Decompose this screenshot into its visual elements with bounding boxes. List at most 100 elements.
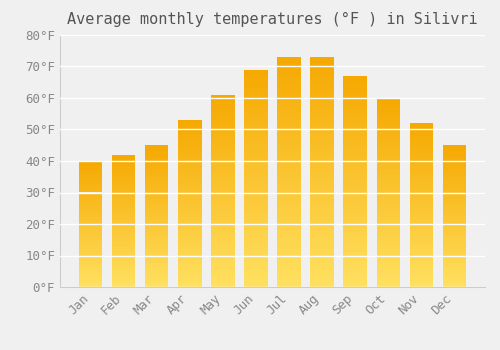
Bar	[178, 133, 202, 135]
Bar	[376, 221, 400, 223]
Bar	[112, 239, 136, 241]
Bar	[310, 92, 334, 94]
Bar	[410, 161, 432, 162]
Bar	[278, 243, 300, 246]
Bar	[376, 141, 400, 144]
Bar	[112, 284, 136, 286]
Bar	[344, 196, 366, 198]
Bar	[376, 264, 400, 266]
Bar	[112, 254, 136, 255]
Bar	[212, 168, 234, 170]
Bar	[178, 174, 202, 175]
Bar	[244, 124, 268, 126]
Bar	[146, 198, 169, 199]
Bar	[344, 167, 366, 169]
Bar	[146, 202, 169, 203]
Bar	[310, 179, 334, 181]
Bar	[178, 265, 202, 267]
Bar	[442, 168, 466, 169]
Bar	[212, 122, 234, 124]
Bar	[442, 225, 466, 226]
Bar	[178, 187, 202, 189]
Bar	[146, 266, 169, 267]
Bar	[80, 177, 102, 178]
Bar	[112, 184, 136, 185]
Bar	[146, 259, 169, 260]
Bar	[112, 247, 136, 248]
Bar	[410, 285, 432, 287]
Bar	[410, 271, 432, 272]
Bar	[212, 106, 234, 108]
Bar	[178, 264, 202, 265]
Bar	[178, 255, 202, 257]
Bar	[112, 214, 136, 216]
Bar	[410, 128, 432, 130]
Bar	[278, 124, 300, 126]
Bar	[410, 154, 432, 156]
Bar	[244, 200, 268, 202]
Bar	[410, 192, 432, 194]
Bar	[344, 89, 366, 91]
Bar	[80, 182, 102, 184]
Bar	[212, 275, 234, 278]
Bar	[178, 195, 202, 197]
Bar	[112, 255, 136, 257]
Bar	[310, 257, 334, 259]
Bar	[376, 266, 400, 268]
Bar	[310, 199, 334, 202]
Bar	[244, 76, 268, 78]
Bar	[376, 278, 400, 279]
Bar	[310, 128, 334, 131]
Bar	[410, 230, 432, 231]
Bar	[278, 170, 300, 172]
Bar	[80, 233, 102, 234]
Bar	[80, 211, 102, 213]
Bar	[442, 145, 466, 147]
Bar	[244, 252, 268, 254]
Bar	[112, 228, 136, 229]
Bar	[244, 152, 268, 154]
Bar	[278, 119, 300, 121]
Bar	[344, 211, 366, 213]
Bar	[80, 189, 102, 190]
Bar	[310, 78, 334, 80]
Bar	[344, 125, 366, 127]
Bar	[212, 233, 234, 235]
Bar	[278, 128, 300, 131]
Bar	[278, 98, 300, 101]
Bar	[146, 284, 169, 286]
Bar	[310, 126, 334, 128]
Bar	[376, 138, 400, 140]
Bar	[178, 260, 202, 262]
Bar	[112, 222, 136, 224]
Bar	[442, 264, 466, 266]
Bar	[178, 165, 202, 167]
Bar	[178, 280, 202, 282]
Bar	[146, 159, 169, 161]
Bar	[178, 239, 202, 240]
Bar	[278, 197, 300, 199]
Bar	[178, 277, 202, 279]
Bar	[146, 226, 169, 228]
Bar	[310, 131, 334, 133]
Bar	[442, 268, 466, 270]
Bar	[212, 214, 234, 216]
Bar	[80, 178, 102, 180]
Bar	[80, 184, 102, 185]
Bar	[112, 262, 136, 263]
Bar	[178, 144, 202, 145]
Bar	[442, 192, 466, 194]
Bar	[178, 200, 202, 202]
Bar	[112, 243, 136, 245]
Bar	[310, 282, 334, 285]
Bar	[344, 251, 366, 253]
Bar	[212, 133, 234, 135]
Bar	[212, 279, 234, 281]
Bar	[344, 80, 366, 82]
Bar	[178, 172, 202, 174]
Bar	[376, 232, 400, 234]
Bar	[146, 264, 169, 266]
Bar	[80, 175, 102, 176]
Bar	[80, 181, 102, 182]
Bar	[344, 82, 366, 84]
